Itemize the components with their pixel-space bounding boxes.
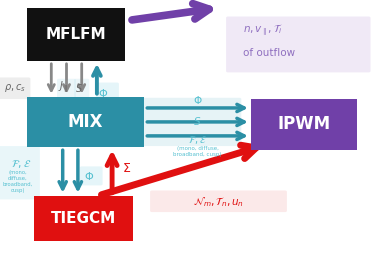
Text: (mono, diffuse,
broadband, cusp): (mono, diffuse, broadband, cusp) — [173, 146, 222, 156]
FancyBboxPatch shape — [27, 97, 144, 147]
Text: $\rho,c_s$: $\rho,c_s$ — [4, 82, 26, 94]
FancyBboxPatch shape — [0, 77, 30, 99]
FancyBboxPatch shape — [0, 146, 40, 199]
Text: IPWM: IPWM — [277, 116, 331, 133]
Text: $\Phi$: $\Phi$ — [193, 94, 203, 106]
Text: $J_{\parallel}$: $J_{\parallel}$ — [57, 80, 68, 96]
FancyBboxPatch shape — [74, 79, 89, 99]
Text: $\mathcal{N}_m,\mathcal{T}_n,u_n$: $\mathcal{N}_m,\mathcal{T}_n,u_n$ — [193, 195, 244, 209]
FancyBboxPatch shape — [34, 196, 133, 241]
FancyBboxPatch shape — [226, 17, 370, 72]
Text: of outflow: of outflow — [243, 48, 295, 58]
Text: TIEGCM: TIEGCM — [51, 211, 116, 226]
Text: $\mathcal{F},\mathcal{E}$: $\mathcal{F},\mathcal{E}$ — [11, 158, 31, 170]
Text: MFLFM: MFLFM — [46, 27, 106, 42]
FancyBboxPatch shape — [57, 79, 76, 99]
FancyBboxPatch shape — [251, 99, 357, 150]
Text: $n,v_{\parallel},\mathcal{T}_i$: $n,v_{\parallel},\mathcal{T}_i$ — [243, 22, 283, 39]
Text: $\Sigma$: $\Sigma$ — [122, 162, 131, 176]
Text: MIX: MIX — [68, 113, 103, 131]
FancyBboxPatch shape — [80, 166, 103, 185]
Text: $S$: $S$ — [193, 115, 202, 127]
FancyBboxPatch shape — [27, 8, 125, 61]
FancyBboxPatch shape — [139, 98, 241, 146]
Text: $S$: $S$ — [75, 82, 83, 94]
FancyBboxPatch shape — [96, 83, 119, 104]
FancyBboxPatch shape — [150, 190, 287, 212]
Text: $\mathcal{F},\mathcal{E}$: $\mathcal{F},\mathcal{E}$ — [188, 134, 207, 146]
Text: $\Phi$: $\Phi$ — [98, 87, 108, 99]
Text: (mono,
diffuse,
broadband,
cusp): (mono, diffuse, broadband, cusp) — [3, 170, 33, 193]
Text: $\Phi$: $\Phi$ — [84, 170, 94, 182]
